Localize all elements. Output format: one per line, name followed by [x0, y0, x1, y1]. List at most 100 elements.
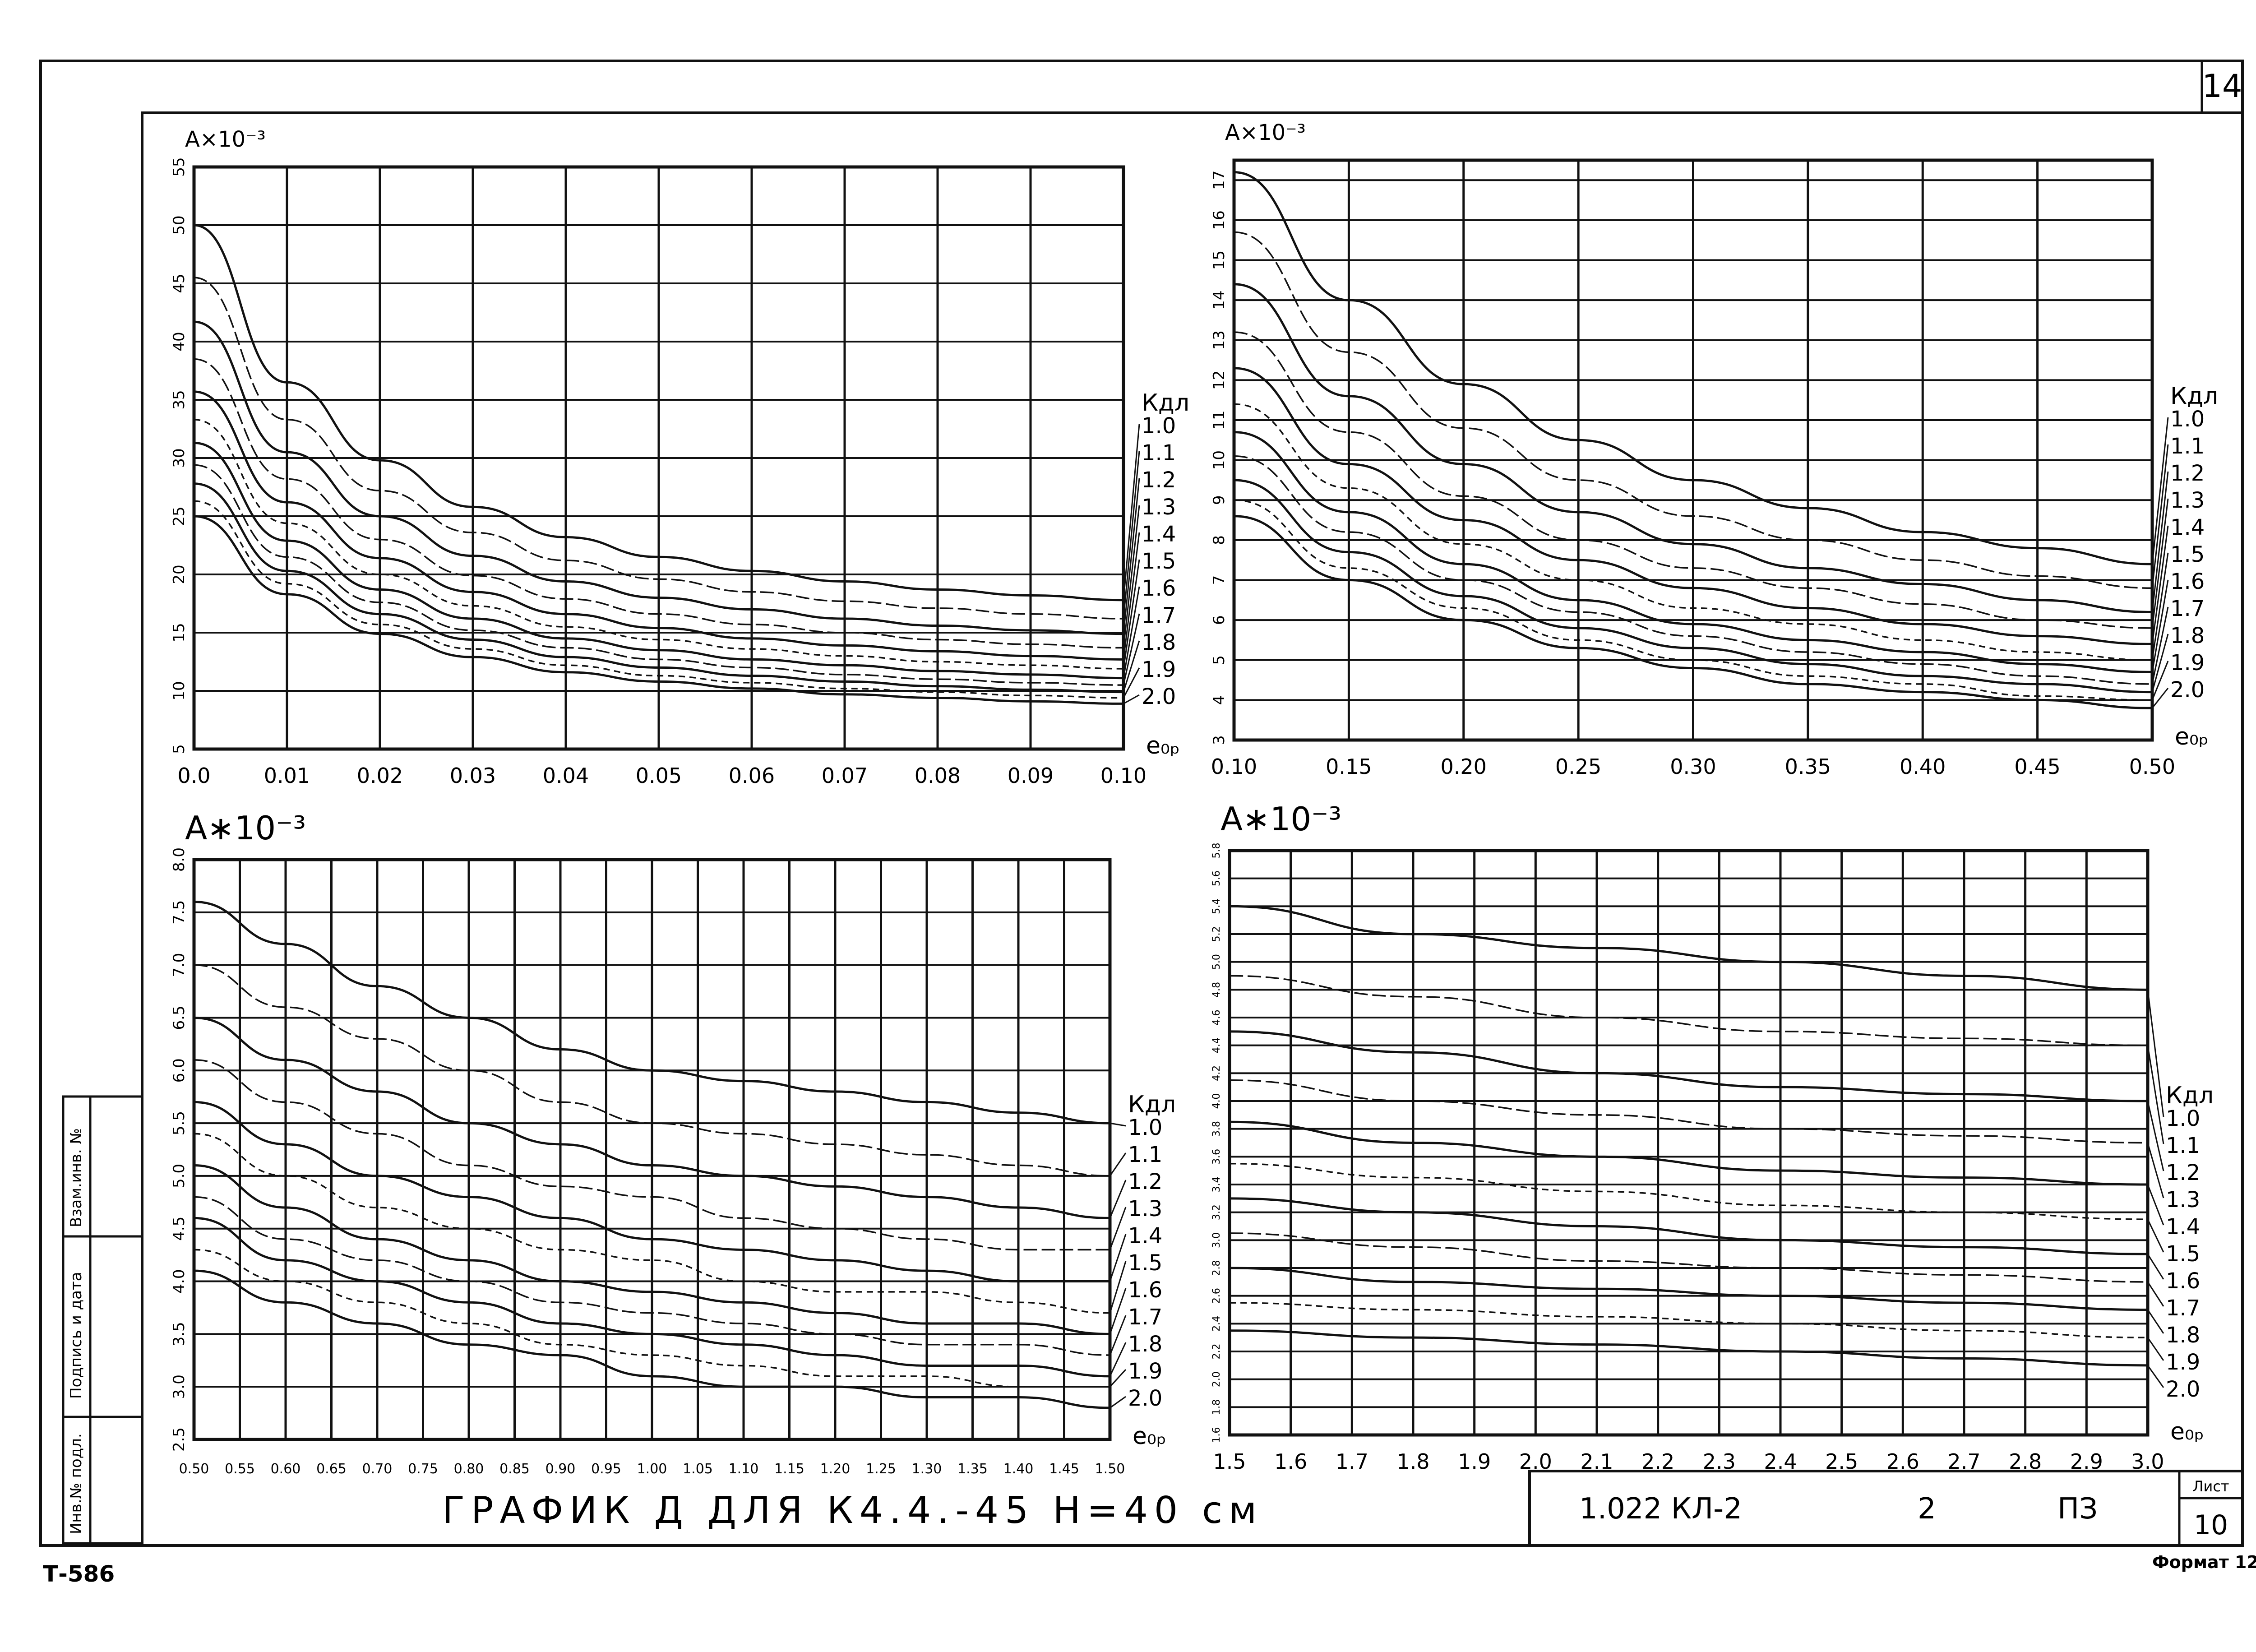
drawing-frame	[141, 111, 2244, 1547]
y-tick-label: 4.0	[1211, 1093, 1222, 1109]
legend-label: 1.1	[2170, 434, 2205, 459]
y-tick-label: 20	[170, 565, 188, 584]
x-tick-label: 1.9	[1458, 1449, 1491, 1474]
drawing-caption: ГРАФИК Д ДЛЯ К4.4.-45 Н=40 см	[442, 1489, 1263, 1532]
legend-label: 1.8	[2170, 623, 2205, 648]
x-tick-label: 1.15	[774, 1461, 804, 1477]
legend-leader	[1123, 424, 1140, 600]
legend-label: 1.7	[2170, 596, 2205, 621]
y-tick-label: 55	[170, 157, 188, 176]
legend-leader	[1123, 613, 1140, 685]
legend-label: 1.7	[2166, 1296, 2200, 1321]
x-axis-label: e₀ₚ	[2170, 1418, 2204, 1445]
x-tick-label: 2.0	[1519, 1449, 1552, 1474]
y-tick-label: 5.0	[170, 1164, 188, 1188]
legend-leader	[1123, 505, 1140, 648]
chart-title: A×10⁻³	[185, 127, 266, 152]
x-tick-label: 2.6	[1886, 1449, 1919, 1474]
title-designation: 1.022 КЛ-2	[1579, 1492, 1742, 1526]
legend-label: 1.2	[1142, 467, 1176, 493]
x-tick-label: 1.50	[1095, 1461, 1125, 1477]
x-tick-label: 0.70	[362, 1461, 393, 1477]
x-tick-label: 0.10	[1211, 754, 1257, 779]
y-tick-label: 15	[1210, 250, 1228, 270]
legend-leader	[1109, 1152, 1127, 1176]
series-line-1-4	[194, 390, 1124, 661]
legend-label: 1.3	[2166, 1187, 2200, 1212]
series-line-1-6	[194, 441, 1124, 680]
legend-leader	[1123, 559, 1140, 669]
y-tick-label: 2.6	[1211, 1288, 1222, 1304]
legend-leader	[1110, 1122, 1126, 1127]
y-tick-label: 5.6	[1211, 870, 1222, 886]
legend-label: 1.9	[1142, 657, 1176, 682]
x-tick-label: 0.65	[316, 1461, 347, 1477]
legend-label: 1.9	[1128, 1359, 1162, 1384]
y-tick-label: 4.4	[1211, 1037, 1222, 1053]
legend-leader	[2151, 471, 2169, 612]
stamp-signature-date: Подпись и дата	[67, 1272, 85, 1399]
y-tick-label: 3.0	[170, 1374, 188, 1399]
legend-leader	[1109, 1342, 1127, 1377]
legend-leader	[1123, 451, 1140, 619]
legend-leader	[1109, 1315, 1127, 1356]
series-line-1-3	[1234, 331, 2153, 629]
y-tick-label: 2.8	[1211, 1260, 1222, 1276]
y-tick-label: 10	[170, 681, 188, 700]
legend-label: 1.2	[1128, 1169, 1162, 1194]
legend-leader	[2147, 1101, 2164, 1171]
y-tick-label: 5.8	[1211, 843, 1222, 859]
legend-label: 1.0	[1142, 413, 1176, 439]
y-tick-label: 5	[1210, 655, 1228, 665]
legend-leader	[1123, 640, 1140, 693]
x-tick-label: 2.4	[1764, 1449, 1797, 1474]
series-line-1-1	[194, 964, 1110, 1177]
legend-leader	[2147, 1282, 2164, 1307]
x-tick-label: 1.7	[1336, 1449, 1368, 1474]
legend-leader	[2147, 1309, 2164, 1334]
series-line-1-0	[194, 900, 1110, 1124]
legend-label: 1.1	[2166, 1133, 2200, 1158]
page-number-box	[2201, 60, 2244, 114]
x-tick-label: 1.8	[1396, 1449, 1429, 1474]
x-tick-label: 0.05	[636, 764, 682, 788]
y-tick-label: 2.4	[1211, 1316, 1222, 1332]
legend-leader	[2151, 498, 2169, 629]
y-tick-label: 4.0	[170, 1269, 188, 1294]
legend-label: 1.3	[1142, 495, 1176, 520]
chart-1: 0.0 0.01 0.02 0.03 0.04 0.05 0.06 0.07 0.08 0.09 0…	[170, 127, 1189, 788]
x-axis-label: e₀ₚ	[1133, 1423, 1166, 1450]
legend-label: 1.5	[1128, 1250, 1162, 1276]
series-line-1-9	[1229, 1302, 2148, 1338]
series-line-1-1	[194, 277, 1124, 620]
legend-title: Кдл	[2166, 1082, 2214, 1109]
y-tick-label: 9	[1210, 495, 1228, 505]
series-line-1-8	[194, 482, 1124, 694]
series-line-1-4	[1234, 367, 2153, 645]
y-tick-label: 17	[1210, 171, 1228, 190]
x-tick-label: 0.45	[2014, 754, 2060, 779]
x-tick-label: 0.08	[915, 764, 961, 788]
legend-leader	[2147, 1219, 2164, 1253]
series-line-1-0	[1234, 171, 2153, 565]
x-tick-label: 0.01	[264, 764, 310, 788]
series-line-1-4	[194, 1101, 1110, 1283]
legend-title: Кдл	[2170, 383, 2218, 410]
legend-leader	[1110, 1396, 1126, 1409]
x-axis-label: e₀ₚ	[1146, 732, 1180, 759]
series-line-1-4	[1229, 1120, 2148, 1186]
series-line-1-3	[194, 358, 1124, 649]
legend-leader	[1109, 1261, 1127, 1314]
series-line-1-3	[1229, 1079, 2148, 1144]
series-line-1-2	[194, 320, 1124, 635]
chart-title: A∗10⁻³	[185, 809, 306, 847]
x-tick-label: 0.40	[1900, 754, 1946, 779]
y-tick-label: 3.2	[1211, 1204, 1222, 1220]
x-tick-label: 1.25	[866, 1461, 896, 1477]
legend-leader	[1109, 1369, 1127, 1388]
y-tick-label: 4	[1210, 695, 1228, 705]
series-line-1-3	[194, 1059, 1110, 1251]
legend-leader	[1123, 478, 1140, 634]
y-tick-label: 14	[1210, 291, 1228, 310]
x-tick-label: 0.20	[1441, 754, 1487, 779]
